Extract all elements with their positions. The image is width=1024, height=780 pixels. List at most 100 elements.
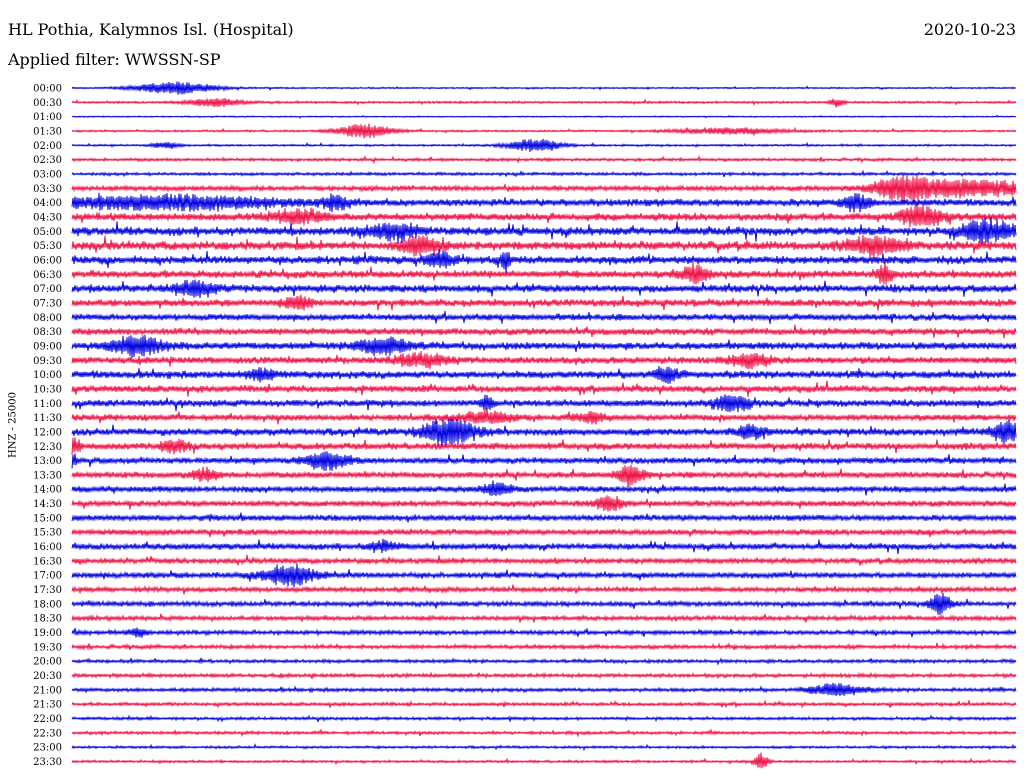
row-time-label: 23:30 [33,757,62,768]
row-time-label: 08:30 [33,327,62,338]
row-time-label: 20:00 [33,657,62,668]
trace-line [71,728,1017,738]
trace-line [71,174,1017,204]
row-time-label: 07:30 [33,298,62,309]
trace-line [71,627,1017,638]
trace-line [71,642,1017,651]
trace-line [71,114,1017,119]
trace-line [71,249,1017,274]
trace-line [71,81,1017,95]
trace-line [71,714,1017,723]
row-time-label: 00:30 [33,98,62,109]
filter-label: Applied filter: WWSSN-SP [8,50,221,69]
trace-line [71,495,1017,512]
row-time-label: 10:30 [33,384,62,395]
trace-line [71,169,1017,178]
row-time-label: 06:30 [33,270,62,281]
trace-line [71,752,1017,769]
row-time-label: 19:00 [33,628,62,639]
row-time-label: 10:00 [33,370,62,381]
trace-line [71,97,1017,108]
row-time-label: 12:30 [33,442,62,453]
row-time-label: 22:00 [33,714,62,725]
trace-line [71,217,1017,245]
row-time-label: 03:30 [33,184,62,195]
trace-line [71,279,1017,298]
row-time-label: 00:00 [33,84,62,95]
row-time-label: 21:30 [33,700,62,711]
row-time-label: 05:30 [33,241,62,252]
trace-line [71,682,1017,697]
trace-line [71,593,1017,616]
row-time-label: 09:00 [33,341,62,352]
trace-line [71,418,1017,449]
row-time-label: 23:00 [33,743,62,754]
row-time-label: 01:00 [33,112,62,123]
row-time-label: 15:30 [33,528,62,539]
row-time-label: 16:00 [33,542,62,553]
trace-line [71,366,1017,384]
row-time-label: 17:30 [33,585,62,596]
trace-line [71,138,1017,152]
row-time-label: 22:30 [33,728,62,739]
trace-line [71,613,1017,623]
row-time-label: 04:30 [33,212,62,223]
trace-line [71,192,1017,213]
trace-line [71,554,1017,566]
station-title: HL Pothia, Kalymnos Isl. (Hospital) [8,20,294,39]
trace-line [71,437,1017,455]
row-time-label: 16:30 [33,556,62,567]
trace-line [71,203,1017,228]
row-time-label: 02:30 [33,155,62,166]
row-time-label: 11:00 [33,399,62,410]
trace-line [71,563,1017,587]
trace-line [71,408,1017,425]
trace-line [71,451,1017,471]
row-time-label: 05:00 [33,227,62,238]
trace-line [71,394,1017,413]
row-time-label: 15:00 [33,513,62,524]
row-time-label: 01:30 [33,126,62,137]
trace-line [71,154,1017,165]
row-time-label: 14:00 [33,485,62,496]
trace-line [71,260,1017,285]
row-time-label: 11:30 [33,413,62,424]
trace-line [71,671,1017,680]
trace-line [71,699,1017,709]
row-time-label: 02:00 [33,141,62,152]
trace-line [71,512,1017,523]
trace-line [71,480,1017,497]
trace-line [71,234,1017,258]
trace-line [71,527,1017,538]
row-time-label: 13:00 [33,456,62,467]
row-time-label: 13:30 [33,470,62,481]
trace-line [71,310,1017,325]
row-time-label: 03:00 [33,169,62,180]
row-time-label: 09:30 [33,356,62,367]
trace-line [71,334,1017,358]
row-time-label: 17:00 [33,571,62,582]
trace-line [71,538,1017,554]
row-time-label: 04:00 [33,198,62,209]
row-time-label: 18:00 [33,599,62,610]
row-time-label: 19:30 [33,642,62,653]
trace-line [71,123,1017,139]
trace-line [71,380,1017,397]
row-time-label: 20:30 [33,671,62,682]
row-time-label: 07:00 [33,284,62,295]
trace-line [71,294,1017,311]
trace-line [71,351,1017,370]
trace-line [71,584,1017,595]
trace-line [71,324,1017,339]
row-time-label: 14:30 [33,499,62,510]
row-time-label: 06:00 [33,255,62,266]
row-time-label: 21:00 [33,685,62,696]
row-time-label: 08:00 [33,313,62,324]
trace-line [71,464,1017,488]
row-time-label: 12:00 [33,427,62,438]
trace-line [71,657,1017,666]
date-label: 2020-10-23 [923,20,1016,39]
row-time-label: 18:30 [33,614,62,625]
trace-line [71,743,1017,752]
